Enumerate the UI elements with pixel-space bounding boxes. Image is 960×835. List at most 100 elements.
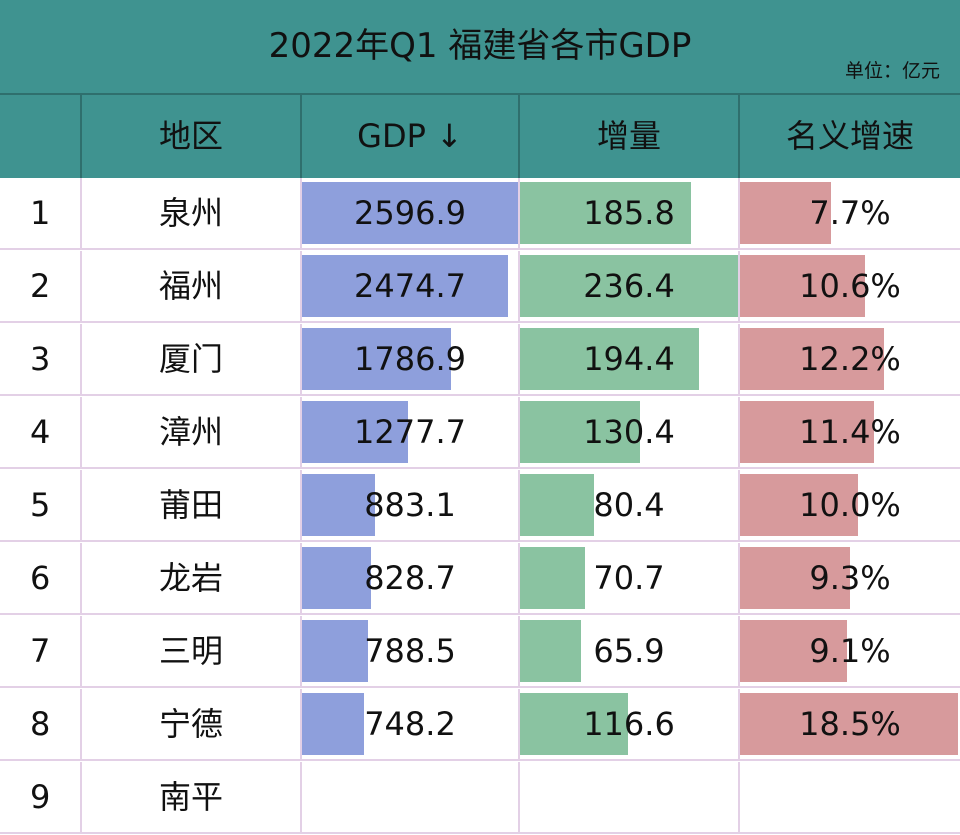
rate-value: 9.1%	[809, 632, 891, 670]
rank-value: 7	[30, 632, 51, 670]
cell-gdp	[302, 762, 520, 832]
increase-value: 116.6	[583, 705, 675, 743]
rank-value: 1	[30, 194, 51, 232]
rank-value: 6	[30, 559, 51, 597]
increase-value: 130.4	[583, 413, 675, 451]
cell-region: 南平	[82, 762, 302, 832]
increase-bar	[520, 693, 628, 755]
rate-value: 10.6%	[799, 267, 901, 305]
cell-rate: 9.3%	[740, 543, 960, 613]
increase-bar	[520, 474, 594, 536]
region-value: 龙岩	[158, 559, 223, 597]
region-value: 泉州	[158, 194, 223, 232]
cell-gdp: 2596.9	[302, 178, 520, 248]
cell-rank: 3	[0, 324, 82, 394]
cell-region: 宁德	[82, 689, 302, 759]
gdp-value: 748.2	[364, 705, 456, 743]
rate-bar	[740, 547, 850, 609]
cell-increase: 65.9	[520, 616, 740, 686]
rank-value: 2	[30, 267, 51, 305]
rate-value: 12.2%	[799, 340, 901, 378]
cell-rank: 6	[0, 543, 82, 613]
region-value: 福州	[158, 267, 223, 305]
header-rank	[0, 95, 82, 178]
gdp-bar	[302, 474, 375, 536]
rate-value: 18.5%	[799, 705, 901, 743]
header-rate[interactable]: 名义增速	[785, 117, 914, 155]
cell-region: 泉州	[82, 178, 302, 248]
cell-region: 福州	[82, 251, 302, 321]
rate-bar	[740, 328, 884, 390]
cell-rate: 10.6%	[740, 251, 960, 321]
rank-value: 8	[30, 705, 51, 743]
gdp-bar	[302, 328, 451, 390]
cell-gdp: 788.5	[302, 616, 520, 686]
region-value: 厦门	[158, 340, 223, 378]
title-bar: 2022年Q1 福建省各市GDP 单位：亿元	[0, 0, 960, 95]
region-value: 南平	[158, 778, 223, 816]
increase-bar	[520, 255, 738, 317]
rank-value: 4	[30, 413, 51, 451]
cell-rank: 7	[0, 616, 82, 686]
table-title: 2022年Q1 福建省各市GDP	[268, 26, 692, 66]
cell-increase: 80.4	[520, 470, 740, 540]
table-row: 9 南平	[0, 762, 960, 834]
region-value: 三明	[158, 632, 223, 670]
table-row: 4 漳州 1277.7 130.4 11.4%	[0, 397, 960, 469]
cell-rank: 1	[0, 178, 82, 248]
cell-increase: 70.7	[520, 543, 740, 613]
gdp-bar	[302, 182, 518, 244]
increase-value: 65.9	[593, 632, 665, 670]
increase-value: 194.4	[583, 340, 675, 378]
table-row: 7 三明 788.5 65.9 9.1%	[0, 616, 960, 688]
rate-value: 10.0%	[799, 486, 901, 524]
rate-bar	[740, 620, 847, 682]
increase-bar	[520, 547, 585, 609]
header-row: 地区 GDP ↓ 增量 名义增速	[0, 95, 960, 178]
cell-rank: 9	[0, 762, 82, 832]
table-row: 1 泉州 2596.9 185.8 7.7%	[0, 178, 960, 250]
cell-increase: 194.4	[520, 324, 740, 394]
region-value: 宁德	[158, 705, 223, 743]
cell-gdp: 748.2	[302, 689, 520, 759]
header-gdp[interactable]: GDP ↓	[302, 95, 520, 178]
gdp-value: 2596.9	[354, 194, 466, 232]
cell-increase: 116.6	[520, 689, 740, 759]
increase-bar	[520, 328, 699, 390]
cell-region: 漳州	[82, 397, 302, 467]
increase-value: 70.7	[593, 559, 665, 597]
header-increase[interactable]: 增量	[520, 95, 740, 178]
cell-rank: 4	[0, 397, 82, 467]
increase-bar	[520, 182, 691, 244]
table-row: 3 厦门 1786.9 194.4 12.2%	[0, 324, 960, 396]
gdp-bar	[302, 547, 371, 609]
gdp-value: 1277.7	[354, 413, 466, 451]
increase-value: 236.4	[583, 267, 675, 305]
gdp-value: 2474.7	[354, 267, 466, 305]
increase-bar	[520, 620, 581, 682]
table-row: 8 宁德 748.2 116.6 18.5%	[0, 689, 960, 761]
cell-increase: 185.8	[520, 178, 740, 248]
rate-value: 7.7%	[809, 194, 891, 232]
cell-rate	[740, 762, 960, 832]
unit-label: 单位：亿元	[844, 60, 940, 82]
gdp-bar	[302, 255, 508, 317]
rate-bar	[740, 182, 831, 244]
rank-value: 3	[30, 340, 51, 378]
increase-value: 80.4	[593, 486, 665, 524]
cell-gdp: 2474.7	[302, 251, 520, 321]
cell-rate: 10.0%	[740, 470, 960, 540]
cell-gdp: 883.1	[302, 470, 520, 540]
rate-bar	[740, 255, 865, 317]
table-row: 6 龙岩 828.7 70.7 9.3%	[0, 543, 960, 615]
rate-bar	[740, 693, 958, 755]
rate-value: 11.4%	[799, 413, 901, 451]
cell-rate: 7.7%	[740, 178, 960, 248]
gdp-value: 828.7	[364, 559, 456, 597]
cell-gdp: 1277.7	[302, 397, 520, 467]
cell-region: 厦门	[82, 324, 302, 394]
cell-rank: 8	[0, 689, 82, 759]
rate-value: 9.3%	[809, 559, 891, 597]
cell-rate: 18.5%	[740, 689, 960, 759]
